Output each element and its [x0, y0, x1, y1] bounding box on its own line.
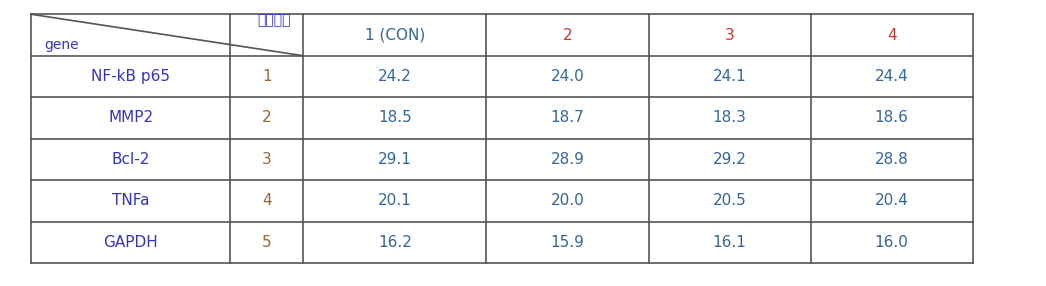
Text: 20.0: 20.0	[550, 193, 585, 208]
Text: 4: 4	[262, 193, 272, 208]
Text: 샘플번호: 샘플번호	[257, 14, 291, 27]
Text: 5: 5	[262, 235, 272, 250]
Text: 24.2: 24.2	[378, 69, 412, 84]
Text: 20.4: 20.4	[874, 193, 909, 208]
Text: 1 (CON): 1 (CON)	[365, 27, 425, 43]
Text: 16.0: 16.0	[874, 235, 909, 250]
Text: 1: 1	[262, 69, 272, 84]
Text: NF-kB p65: NF-kB p65	[91, 69, 170, 84]
Text: 18.6: 18.6	[874, 110, 909, 126]
Text: gene: gene	[44, 38, 78, 52]
Text: 18.5: 18.5	[378, 110, 412, 126]
Text: GAPDH: GAPDH	[104, 235, 158, 250]
Text: 18.7: 18.7	[550, 110, 585, 126]
Text: TNFa: TNFa	[112, 193, 150, 208]
Text: 20.1: 20.1	[378, 193, 412, 208]
Text: 3: 3	[262, 152, 272, 167]
Text: 20.5: 20.5	[712, 193, 747, 208]
Text: 28.8: 28.8	[874, 152, 909, 167]
Text: 18.3: 18.3	[712, 110, 747, 126]
Text: 24.0: 24.0	[550, 69, 585, 84]
Text: Bcl-2: Bcl-2	[112, 152, 150, 167]
Text: 4: 4	[887, 27, 896, 43]
Text: 2: 2	[262, 110, 272, 126]
Text: 24.1: 24.1	[712, 69, 747, 84]
Text: 16.1: 16.1	[712, 235, 747, 250]
Text: MMP2: MMP2	[108, 110, 154, 126]
Text: 24.4: 24.4	[874, 69, 909, 84]
Text: 29.1: 29.1	[378, 152, 412, 167]
Text: 15.9: 15.9	[550, 235, 585, 250]
Text: 2: 2	[563, 27, 572, 43]
Text: 16.2: 16.2	[378, 235, 412, 250]
Text: 3: 3	[725, 27, 734, 43]
Text: 28.9: 28.9	[550, 152, 585, 167]
Text: 29.2: 29.2	[712, 152, 747, 167]
